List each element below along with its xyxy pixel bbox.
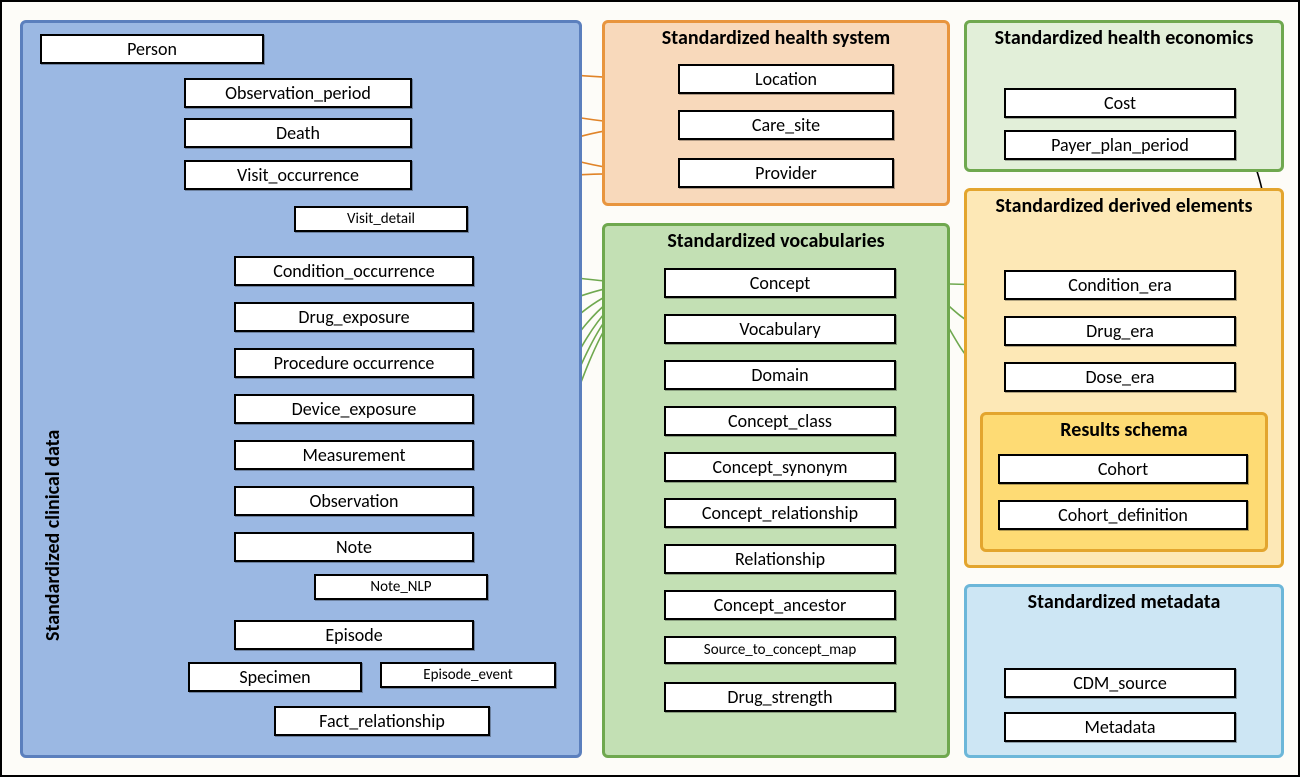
node-drug_era: Drug_era [1004, 316, 1236, 346]
node-dose_era: Dose_era [1004, 362, 1236, 392]
node-concept_class: Concept_class [664, 406, 896, 436]
node-cost: Cost [1004, 88, 1236, 118]
node-person: Person [40, 34, 264, 64]
node-note: Note [234, 532, 474, 562]
group-title-metadata: Standardized metadata [967, 587, 1281, 614]
group-title-derived: Standardized derived elements [967, 191, 1281, 218]
group-title-vocab: Standardized vocabularies [605, 226, 947, 253]
node-procedure_occ: Procedure occurrence [234, 348, 474, 378]
group-title-econ: Standardized health economics [967, 23, 1281, 50]
node-note_nlp: Note_NLP [314, 574, 488, 600]
node-episode: Episode [234, 620, 474, 650]
node-domain: Domain [664, 360, 896, 390]
node-observation: Observation [234, 486, 474, 516]
node-visit_detail: Visit_detail [294, 206, 468, 232]
node-condition_occ: Condition_occurrence [234, 256, 474, 286]
node-obs_period: Observation_period [184, 78, 412, 108]
group-title-clinical: Standardized clinical data [41, 430, 65, 641]
node-payer_plan: Payer_plan_period [1004, 130, 1236, 160]
node-episode_event: Episode_event [380, 662, 556, 688]
node-cohort_def: Cohort_definition [998, 500, 1248, 530]
group-title-results: Results schema [983, 415, 1265, 442]
node-vocabulary: Vocabulary [664, 314, 896, 344]
node-device_exposure: Device_exposure [234, 394, 474, 424]
node-cdm_source: CDM_source [1004, 668, 1236, 698]
node-drug_strength: Drug_strength [664, 682, 896, 712]
group-vocab: Standardized vocabularies [602, 223, 950, 758]
node-condition_era: Condition_era [1004, 270, 1236, 300]
node-concept_ancestor: Concept_ancestor [664, 590, 896, 620]
node-relationship: Relationship [664, 544, 896, 574]
node-location: Location [678, 64, 894, 94]
node-provider: Provider [678, 158, 894, 188]
node-drug_exposure: Drug_exposure [234, 302, 474, 332]
group-title-health_sys: Standardized health system [605, 23, 947, 50]
node-cohort: Cohort [998, 454, 1248, 484]
node-concept_synonym: Concept_synonym [664, 452, 896, 482]
node-metadata_tbl: Metadata [1004, 712, 1236, 742]
node-care_site: Care_site [678, 110, 894, 140]
node-visit_occurrence: Visit_occurrence [184, 160, 412, 190]
diagram-canvas: Standardized clinical data Standardized h… [0, 0, 1300, 777]
node-specimen: Specimen [188, 662, 362, 692]
node-concept: Concept [664, 268, 896, 298]
node-measurement: Measurement [234, 440, 474, 470]
node-fact_rel: Fact_relationship [274, 706, 490, 736]
node-death: Death [184, 118, 412, 148]
node-src_to_concept: Source_to_concept_map [664, 636, 896, 664]
node-concept_rel: Concept_relationship [664, 498, 896, 528]
